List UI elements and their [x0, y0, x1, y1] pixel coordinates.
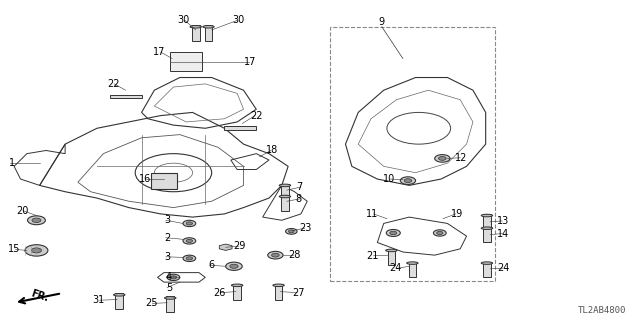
Text: 31: 31	[92, 295, 104, 305]
Ellipse shape	[279, 184, 291, 187]
Ellipse shape	[386, 249, 397, 252]
Text: FR.: FR.	[29, 288, 50, 303]
Text: 21: 21	[366, 251, 379, 261]
Circle shape	[433, 230, 446, 236]
Circle shape	[268, 252, 283, 259]
Circle shape	[400, 177, 415, 184]
Text: 27: 27	[292, 288, 305, 298]
Bar	[483, 261, 491, 277]
Text: 22: 22	[107, 79, 119, 89]
Ellipse shape	[279, 195, 291, 198]
Text: 14: 14	[497, 228, 509, 239]
Ellipse shape	[232, 284, 243, 287]
Circle shape	[435, 155, 450, 162]
Bar	[192, 25, 200, 41]
Circle shape	[186, 222, 193, 225]
Text: 1: 1	[10, 158, 15, 168]
Ellipse shape	[273, 284, 284, 287]
Circle shape	[230, 264, 238, 268]
Text: 5: 5	[166, 283, 172, 292]
Bar	[170, 52, 202, 71]
Text: 16: 16	[139, 174, 151, 184]
Bar	[388, 249, 395, 265]
Circle shape	[285, 228, 297, 234]
Bar	[281, 195, 289, 211]
Text: 30: 30	[232, 15, 244, 25]
Bar	[483, 227, 491, 243]
Text: 15: 15	[8, 244, 20, 254]
Bar	[281, 184, 289, 200]
Polygon shape	[220, 244, 232, 251]
Text: 26: 26	[213, 288, 226, 298]
Text: 12: 12	[455, 153, 467, 163]
Bar	[166, 296, 174, 312]
Ellipse shape	[481, 262, 493, 264]
Circle shape	[183, 255, 196, 261]
Text: 23: 23	[300, 223, 312, 233]
Text: 10: 10	[383, 174, 395, 184]
Circle shape	[183, 220, 196, 227]
Text: 29: 29	[234, 241, 246, 251]
Bar	[330, 27, 495, 281]
Bar	[205, 25, 212, 41]
Bar	[151, 173, 177, 188]
Ellipse shape	[481, 227, 493, 229]
Text: 28: 28	[288, 250, 301, 260]
Circle shape	[289, 230, 294, 233]
Text: 24: 24	[389, 263, 401, 274]
Text: 2: 2	[164, 233, 171, 243]
Bar	[275, 284, 282, 300]
Ellipse shape	[481, 214, 493, 217]
Text: 3: 3	[164, 252, 171, 262]
Circle shape	[25, 245, 48, 256]
Bar	[483, 214, 491, 230]
Text: 19: 19	[451, 209, 463, 219]
Circle shape	[170, 276, 177, 279]
Circle shape	[436, 231, 443, 235]
Circle shape	[28, 216, 45, 225]
Text: 3: 3	[164, 215, 171, 225]
Text: TL2AB4800: TL2AB4800	[577, 306, 626, 315]
Text: 18: 18	[266, 146, 278, 156]
Text: 30: 30	[178, 15, 190, 25]
Text: 8: 8	[296, 194, 302, 204]
Circle shape	[31, 248, 42, 253]
Ellipse shape	[164, 297, 176, 299]
Circle shape	[390, 231, 397, 235]
Circle shape	[167, 274, 180, 281]
Text: 4: 4	[166, 272, 172, 282]
Bar	[408, 261, 416, 277]
Circle shape	[32, 218, 41, 222]
Bar	[234, 284, 241, 300]
Text: 17: 17	[244, 57, 256, 67]
Text: 11: 11	[366, 209, 379, 219]
Text: 9: 9	[379, 17, 385, 27]
Circle shape	[438, 156, 446, 160]
Circle shape	[271, 253, 279, 257]
Circle shape	[186, 257, 193, 260]
Bar	[109, 95, 141, 99]
Text: 13: 13	[497, 216, 509, 226]
Circle shape	[186, 239, 193, 243]
Ellipse shape	[190, 26, 202, 28]
Bar	[115, 293, 123, 309]
Text: 17: 17	[154, 47, 166, 57]
Text: 20: 20	[16, 206, 28, 216]
Circle shape	[387, 229, 400, 236]
Text: 25: 25	[145, 298, 157, 308]
Ellipse shape	[203, 26, 214, 28]
Circle shape	[404, 179, 412, 182]
Ellipse shape	[113, 293, 125, 296]
Text: 22: 22	[250, 111, 262, 121]
Circle shape	[226, 262, 243, 270]
Text: 7: 7	[296, 182, 302, 192]
Text: 24: 24	[497, 263, 509, 274]
Bar	[225, 126, 256, 130]
Circle shape	[183, 238, 196, 244]
Text: 6: 6	[209, 260, 215, 270]
Ellipse shape	[406, 262, 418, 264]
